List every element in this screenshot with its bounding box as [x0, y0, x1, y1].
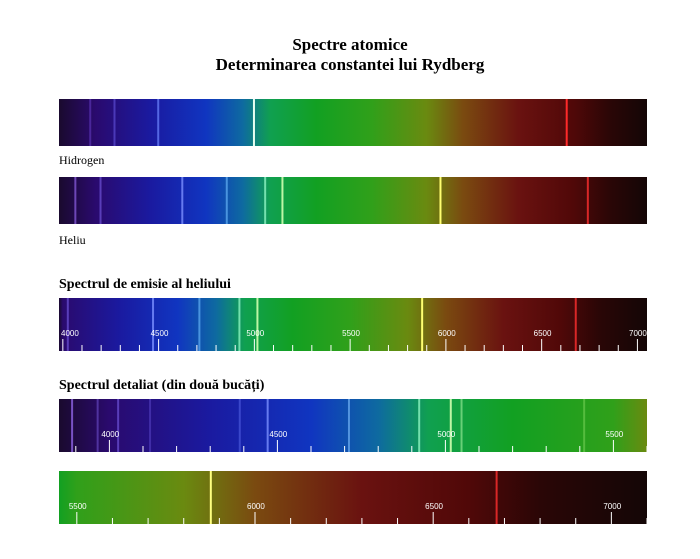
hydrogen-spectrum-band — [59, 99, 647, 146]
spectral-line — [117, 399, 120, 452]
tick-label: 5000 — [246, 329, 264, 338]
spectral-line — [256, 298, 259, 351]
emission-spectrum-band: 4000 4500 5000 5500 6000 6500 7000 — [59, 298, 647, 351]
spectral-line — [152, 298, 155, 351]
emission-spectrum: 4000 4500 5000 5500 6000 6500 7000 — [59, 298, 647, 351]
spectrum-background — [59, 399, 647, 452]
tick-label: 6000 — [438, 329, 456, 338]
spectral-line — [66, 298, 69, 351]
tick-label: 7000 — [629, 329, 647, 338]
tick-label: 4000 — [61, 329, 79, 338]
spectral-line — [198, 298, 201, 351]
spectral-line — [71, 399, 74, 452]
spectral-line — [149, 399, 152, 452]
tick-label: 5500 — [605, 430, 623, 439]
spectrum-background — [59, 298, 647, 351]
tick-label: 4500 — [269, 430, 287, 439]
spectral-line — [460, 399, 463, 452]
spectral-line — [238, 298, 241, 351]
hydrogen-spectrum — [59, 99, 647, 146]
detail-section-title: Spectrul detaliat (din două bucăți) — [59, 378, 265, 393]
spectral-line — [238, 399, 241, 452]
spectral-line — [225, 177, 228, 224]
spectral-line — [89, 99, 92, 146]
spectral-line — [96, 399, 99, 452]
spectral-line — [347, 399, 350, 452]
spectral-line — [74, 177, 77, 224]
helium-spectrum — [59, 177, 647, 224]
spectrum-background — [59, 99, 647, 146]
spectral-line — [449, 399, 452, 452]
tick-label: 6500 — [534, 329, 552, 338]
tick-label: 6000 — [247, 502, 265, 511]
spectral-line — [281, 177, 284, 224]
tick-label: 5000 — [437, 430, 455, 439]
emission-section-title: Spectrul de emisie al heliului — [59, 277, 231, 292]
spectral-line — [586, 177, 589, 224]
spectral-line — [113, 99, 116, 146]
spectral-line — [421, 298, 424, 351]
helium-label: Heliu — [59, 233, 86, 247]
detail-spectrum-part-2: 5500 6000 6500 7000 — [59, 471, 647, 524]
spectrum-background — [59, 177, 647, 224]
tick-label: 5500 — [69, 502, 87, 511]
detail-spectrum-part-1-band: 4000 4500 5000 5500 — [59, 399, 647, 452]
detail-spectrum-part-2-band: 5500 6000 6500 7000 — [59, 471, 647, 524]
spectral-line — [99, 177, 102, 224]
tick-label: 5500 — [342, 329, 360, 338]
spectral-line — [574, 298, 577, 351]
spectral-line — [264, 177, 267, 224]
tick-label: 4000 — [101, 430, 119, 439]
helium-spectrum-band — [59, 177, 647, 224]
title-line-1: Spectre atomice — [292, 35, 408, 54]
tick-label: 7000 — [603, 502, 621, 511]
title-line-2: Determinarea constantei lui Rydberg — [215, 55, 485, 74]
spectral-line — [439, 177, 442, 224]
tick-label: 6500 — [425, 502, 443, 511]
spectral-line — [157, 99, 160, 146]
spectral-line — [252, 99, 255, 146]
spectral-line — [209, 471, 212, 524]
detail-spectrum-part-1: 4000 4500 5000 5500 — [59, 399, 647, 452]
spectral-line — [583, 399, 586, 452]
tick-label: 4500 — [151, 329, 169, 338]
spectral-line — [418, 399, 421, 452]
hydrogen-label: Hidrogen — [59, 153, 105, 167]
spectral-line — [266, 399, 269, 452]
spectral-line — [565, 99, 568, 146]
spectral-line — [181, 177, 184, 224]
spectral-line — [495, 471, 498, 524]
spectrum-background — [59, 471, 647, 524]
